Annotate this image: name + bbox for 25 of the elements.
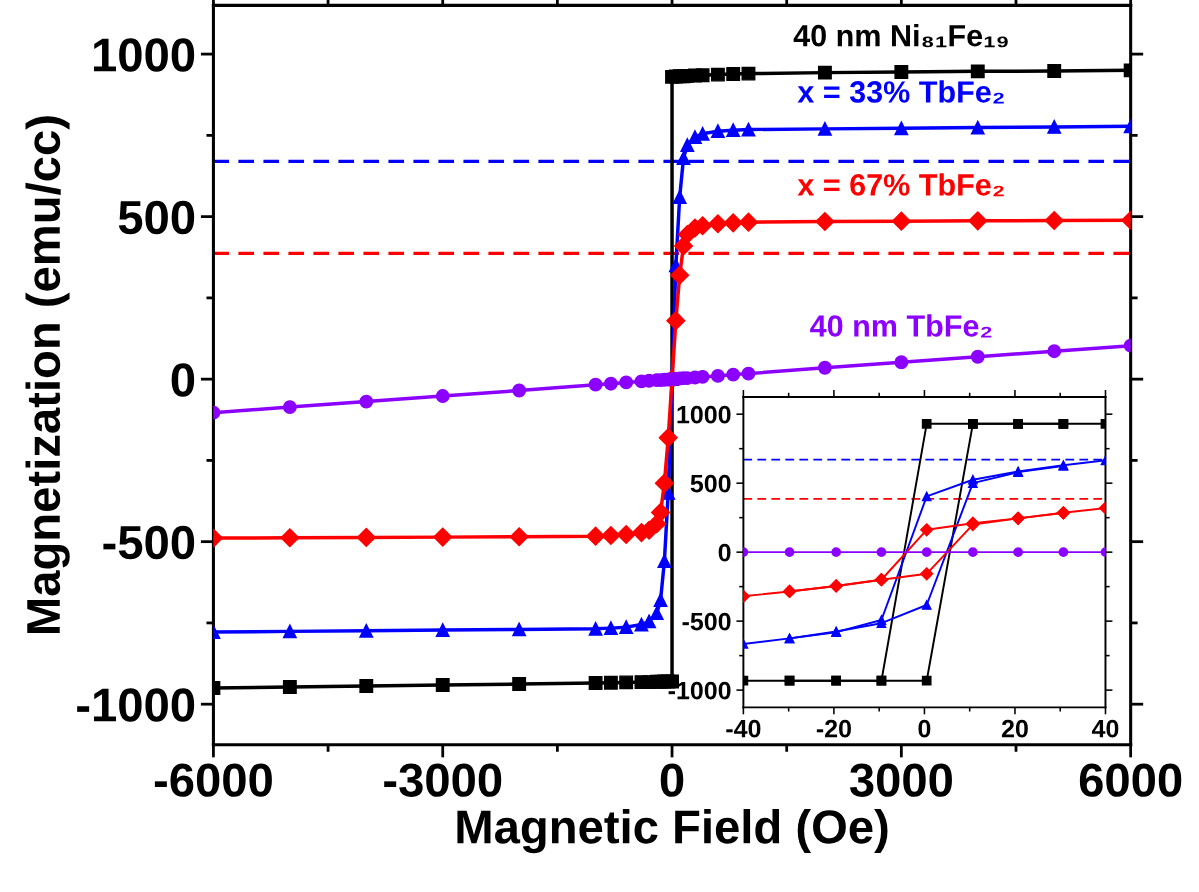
y-tick-label: -1000: [77, 688, 195, 722]
x-tick-label: -3000: [384, 763, 502, 797]
y-tick-label: 0: [718, 543, 731, 562]
x-tick-label: 40: [1091, 719, 1119, 738]
y-tick-label: 500: [690, 474, 731, 493]
y-tick-label: 0: [171, 363, 195, 397]
x-tick-label: -20: [816, 719, 851, 738]
y-axis-title: Magnetization (emu/cc): [25, 116, 70, 633]
x-tick-label: 0: [918, 719, 931, 738]
x-tick-label: 6000: [1079, 763, 1182, 797]
y-tick-label: 500: [118, 200, 195, 235]
series-label: x = 67% TbFe₂: [797, 173, 1004, 197]
y-tick-label: -500: [103, 525, 195, 560]
x-tick-label: 3000: [849, 763, 952, 797]
y-tick-label: 1000: [677, 405, 731, 424]
x-tick-label: -6000: [154, 763, 272, 797]
y-tick-label: -500: [682, 612, 731, 631]
legend-label: 40 nm Ni₈₁Fe₁₉: [793, 24, 1008, 48]
series-label: x = 33% TbFe₂: [797, 80, 1004, 104]
series-label: 40 nm TbFe₂: [810, 314, 992, 338]
x-tick-label: -40: [726, 719, 761, 738]
x-axis-title: Magnetic Field (Oe): [457, 808, 888, 854]
x-tick-label: 20: [1001, 719, 1028, 738]
y-tick-label: -1000: [668, 681, 731, 700]
y-tick-label: 1000: [93, 38, 195, 72]
